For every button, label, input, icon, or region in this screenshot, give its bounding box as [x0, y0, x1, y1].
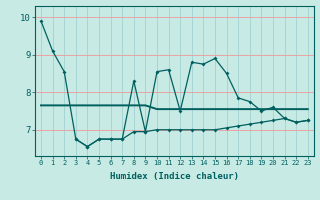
X-axis label: Humidex (Indice chaleur): Humidex (Indice chaleur)	[110, 172, 239, 181]
